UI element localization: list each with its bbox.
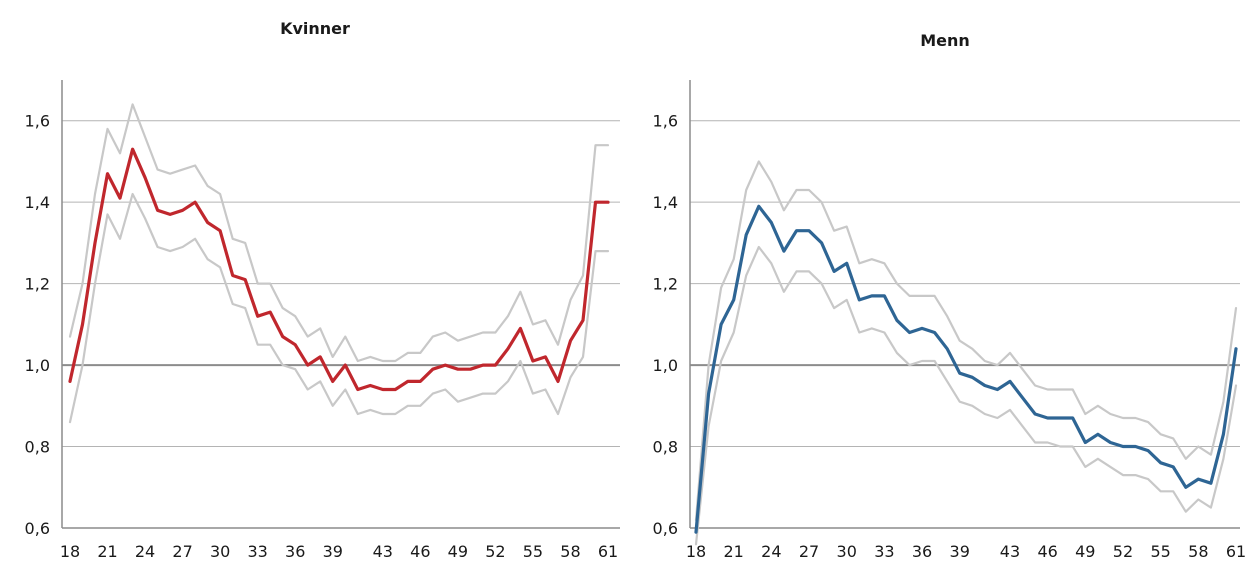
y-tick-label: 0,8	[25, 438, 50, 457]
x-tick-label: 61	[1226, 542, 1246, 561]
chart-title: Menn	[920, 31, 970, 50]
x-tick-label: 49	[448, 542, 468, 561]
y-tick-label: 0,8	[653, 438, 678, 457]
series-line-upper	[68, 103, 610, 363]
x-tick-label: 52	[485, 542, 505, 561]
x-tick-label: 55	[1150, 542, 1170, 561]
y-tick-label: 1,4	[653, 193, 678, 212]
y-tick-label: 0,6	[25, 519, 50, 538]
x-tick-label: 21	[97, 542, 117, 561]
x-tick-label: 61	[598, 542, 618, 561]
series-line-lower	[68, 192, 610, 424]
x-tick-label: 39	[950, 542, 970, 561]
x-tick-label: 58	[560, 542, 580, 561]
x-tick-label: 46	[1037, 542, 1057, 561]
series-line-upper	[694, 160, 1238, 522]
y-tick-label: 1,2	[25, 275, 50, 294]
x-tick-label: 18	[60, 542, 80, 561]
x-tick-label: 43	[1000, 542, 1020, 561]
x-tick-label: 46	[410, 542, 430, 561]
x-tick-label: 52	[1113, 542, 1133, 561]
x-tick-label: 27	[172, 542, 192, 561]
x-tick-label: 49	[1075, 542, 1095, 561]
series-line-main	[68, 147, 610, 392]
x-tick-label: 58	[1188, 542, 1208, 561]
x-tick-label: 21	[723, 542, 743, 561]
y-tick-label: 1,2	[653, 275, 678, 294]
x-tick-label: 33	[247, 542, 267, 561]
chart-panel-kvinner: Kvinner 0,6 0,8 1,0 1,2 1,4 1,6 18 21 24 27 30 33 36…	[25, 19, 620, 561]
y-tick-label: 0,6	[653, 519, 678, 538]
series-line-lower	[694, 245, 1238, 546]
chart-title: Kvinner	[280, 19, 350, 38]
x-tick-label: 43	[373, 542, 393, 561]
x-tick-label: 18	[686, 542, 706, 561]
x-tick-label: 27	[799, 542, 819, 561]
y-tick-label: 1,6	[25, 112, 50, 131]
x-tick-label: 30	[837, 542, 857, 561]
y-tick-label: 1,0	[653, 356, 678, 375]
x-tick-label: 36	[285, 542, 305, 561]
x-tick-label: 24	[761, 542, 781, 561]
x-tick-label: 30	[210, 542, 230, 561]
x-tick-label: 39	[323, 542, 343, 561]
series-line-main	[694, 204, 1238, 534]
chart-panel-menn: Menn 0,6 0,8 1,0 1,2 1,4 1,6 18 21 24 27 30 33 36 39 4…	[653, 31, 1247, 561]
x-tick-label: 36	[912, 542, 932, 561]
y-tick-label: 1,6	[653, 112, 678, 131]
y-tick-label: 1,0	[25, 356, 50, 375]
x-tick-label: 33	[874, 542, 894, 561]
x-tick-label: 24	[135, 542, 155, 561]
y-tick-label: 1,4	[25, 193, 50, 212]
x-tick-label: 55	[523, 542, 543, 561]
